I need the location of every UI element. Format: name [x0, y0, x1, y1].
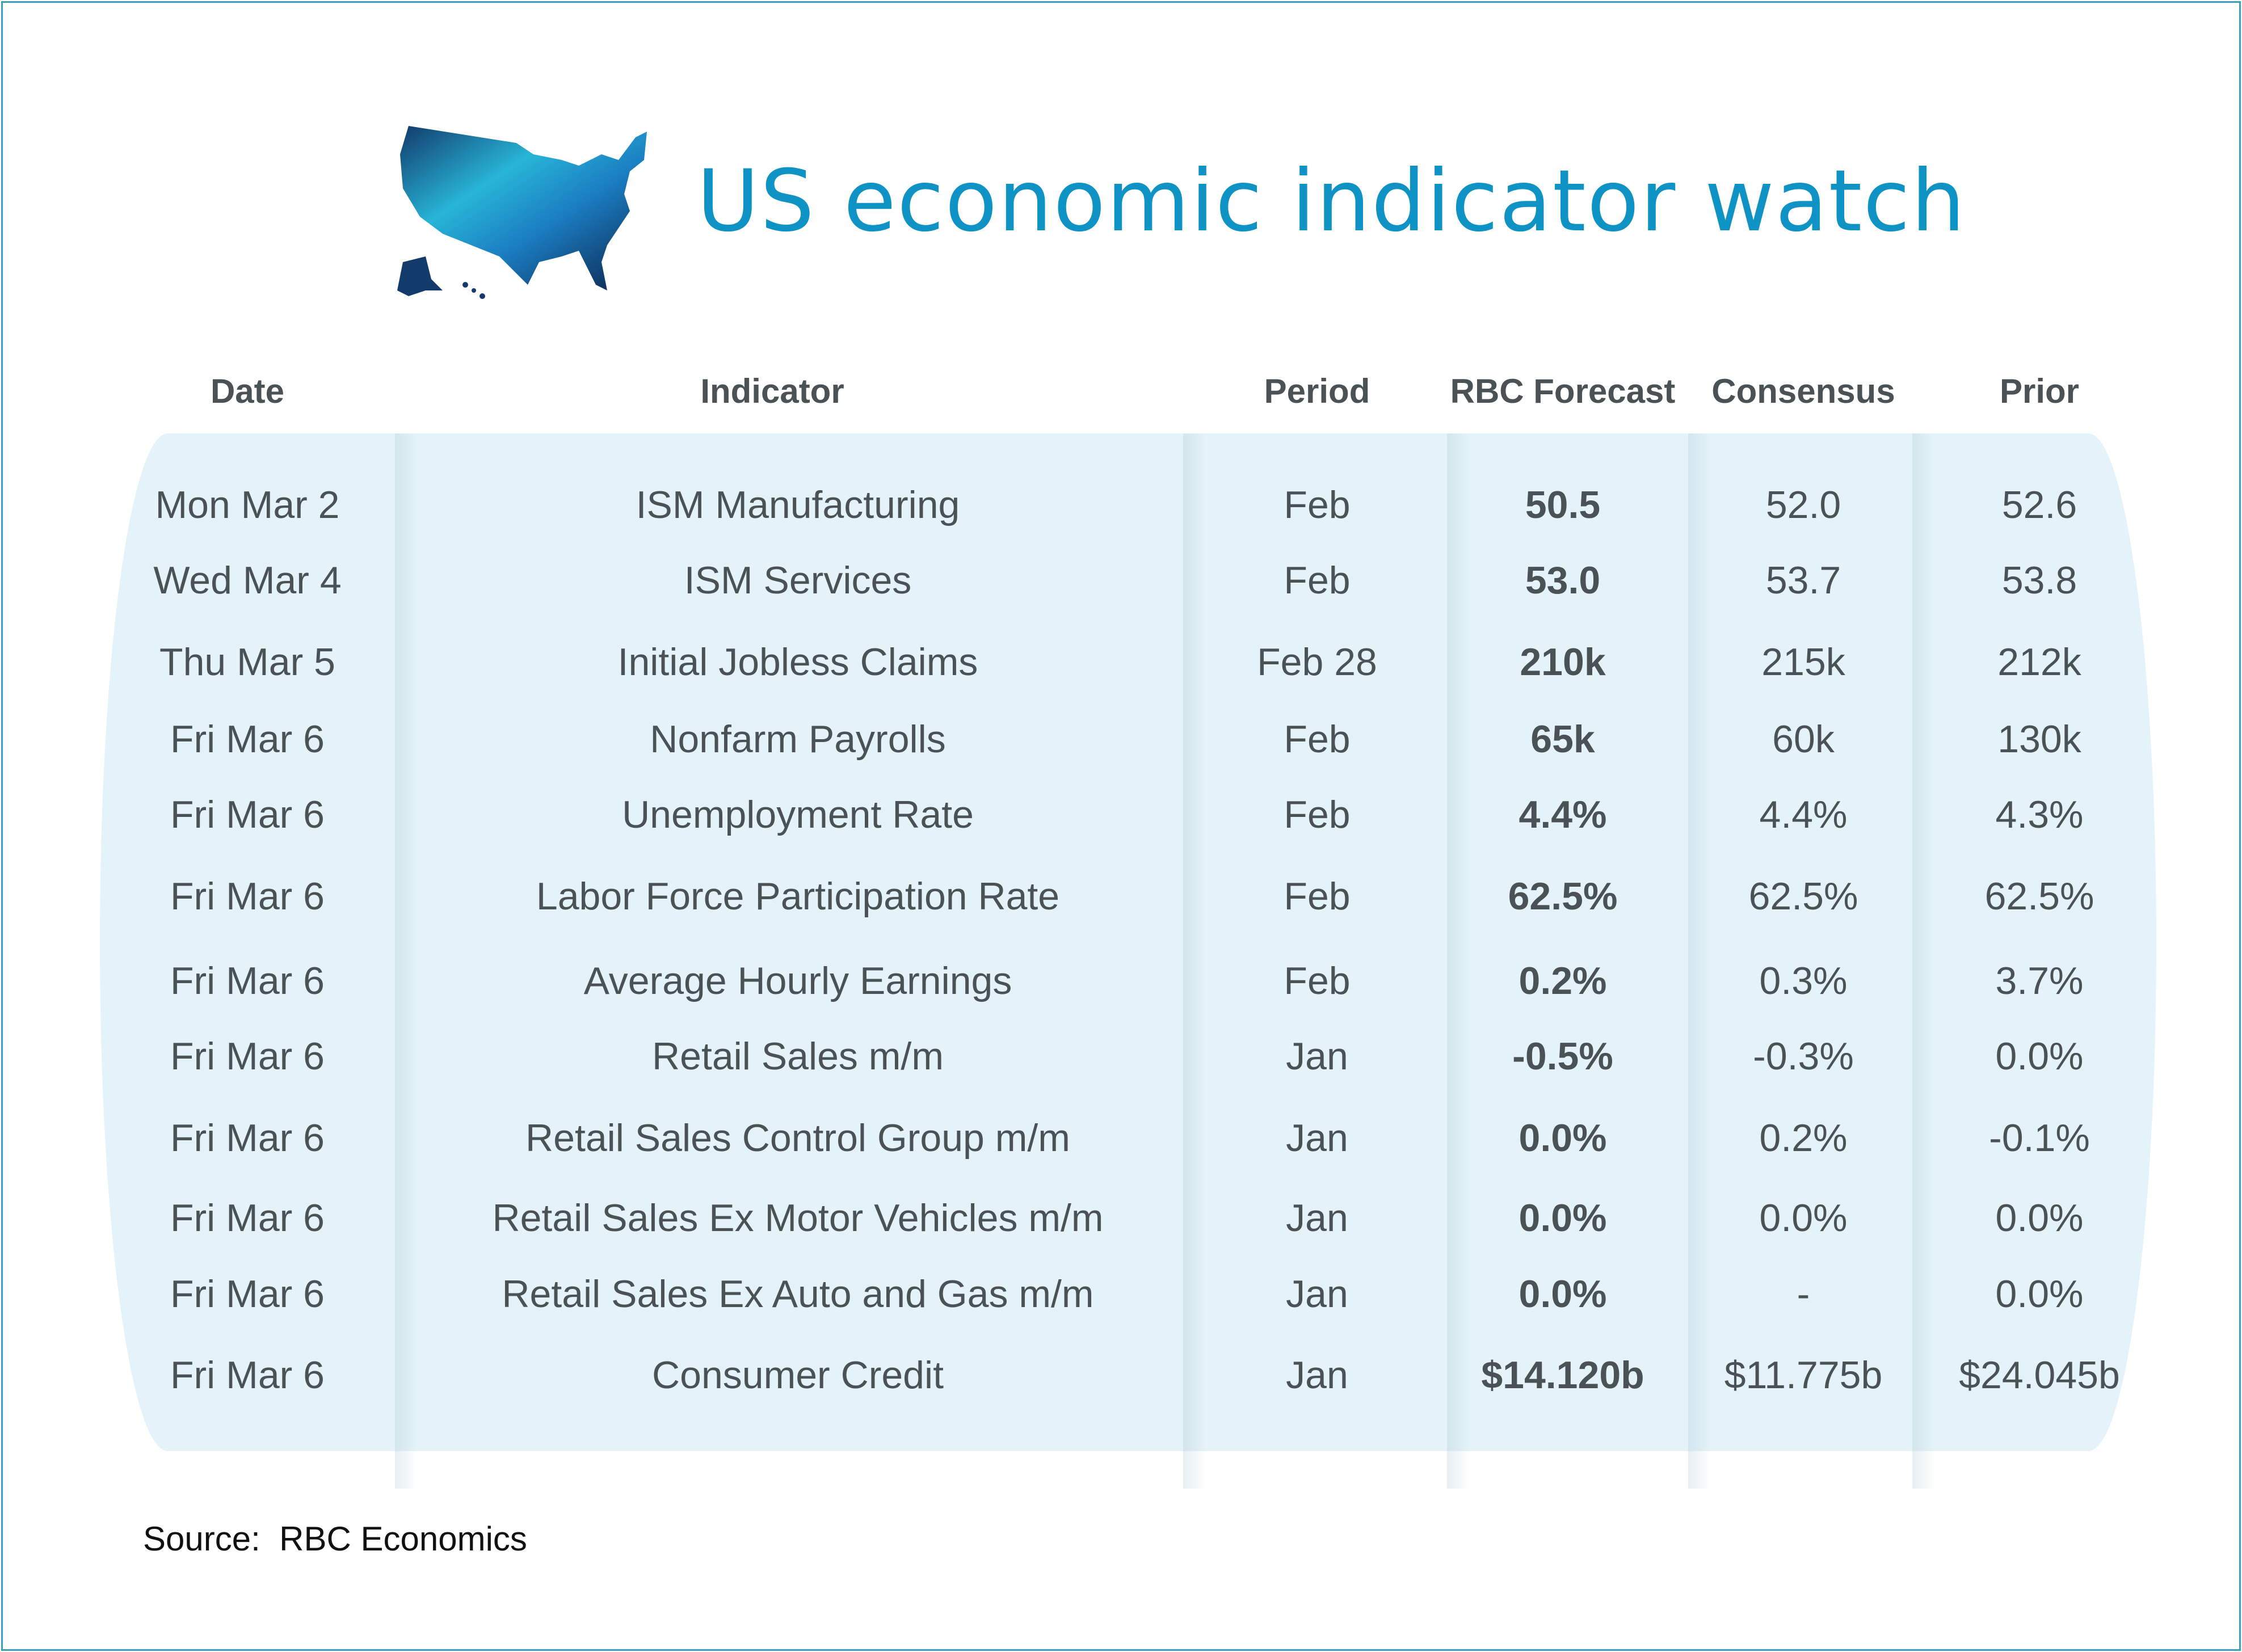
cell-indicator: ISM Manufacturing — [636, 483, 960, 526]
cell-indicator: Nonfarm Payrolls — [650, 718, 946, 761]
table-panel — [100, 433, 2156, 1451]
cell-date: Fri Mar 6 — [170, 718, 325, 761]
cell-indicator: Labor Force Participation Rate — [536, 875, 1060, 918]
cell-consensus: 215k — [1761, 640, 1845, 684]
cell-period: Feb — [1284, 718, 1351, 761]
cell-prior: -0.1% — [1989, 1116, 2090, 1160]
cell-period: Feb 28 — [1257, 640, 1377, 684]
cell-indicator: Retail Sales Control Group m/m — [525, 1116, 1070, 1160]
cell-date: Fri Mar 6 — [170, 1354, 325, 1397]
column-divider — [1447, 433, 1470, 1489]
cell-rbc: 210k — [1520, 640, 1606, 684]
cell-rbc: 0.0% — [1518, 1272, 1607, 1316]
cell-date: Fri Mar 6 — [170, 875, 325, 918]
header-date: Date — [210, 372, 285, 410]
cell-rbc: 62.5% — [1508, 875, 1618, 918]
cell-period: Jan — [1286, 1035, 1348, 1078]
column-divider — [1688, 433, 1711, 1489]
cell-consensus: 0.3% — [1759, 959, 1848, 1002]
cell-prior: 0.0% — [1995, 1035, 2084, 1078]
cell-prior: 4.3% — [1995, 793, 2084, 836]
cell-period: Feb — [1284, 959, 1351, 1002]
cell-consensus: 52.0 — [1765, 483, 1841, 526]
header-consensus: Consensus — [1711, 372, 1895, 410]
cell-period: Jan — [1286, 1116, 1348, 1160]
cell-rbc: $14.120b — [1481, 1354, 1644, 1397]
cell-indicator: Retail Sales Ex Auto and Gas m/m — [502, 1272, 1094, 1316]
cell-prior: 52.6 — [2001, 483, 2077, 526]
cell-rbc: 4.4% — [1518, 793, 1607, 836]
cell-date: Wed Mar 4 — [153, 559, 342, 602]
header-rbc-forecast: RBC Forecast — [1450, 372, 1676, 410]
cell-prior: 212k — [1997, 640, 2081, 684]
cell-rbc: 0.0% — [1518, 1196, 1607, 1240]
cell-indicator: Initial Jobless Claims — [617, 640, 978, 684]
cell-period: Feb — [1284, 793, 1351, 836]
cell-indicator: Unemployment Rate — [622, 793, 974, 836]
cell-prior: 130k — [1997, 718, 2081, 761]
us-map-logo — [397, 126, 647, 299]
cell-date: Fri Mar 6 — [170, 1035, 325, 1078]
cell-date: Thu Mar 5 — [159, 640, 335, 684]
cell-period: Feb — [1284, 483, 1351, 526]
cell-date: Mon Mar 2 — [155, 483, 340, 526]
column-divider — [1183, 433, 1206, 1489]
column-divider — [395, 433, 418, 1489]
cell-indicator: Consumer Credit — [652, 1354, 944, 1397]
cell-rbc: 65k — [1530, 718, 1595, 761]
cell-prior: 62.5% — [1984, 875, 2094, 918]
cell-rbc: -0.5% — [1512, 1035, 1613, 1078]
source-note: Source: RBC Economics — [143, 1520, 527, 1558]
cell-period: Jan — [1286, 1354, 1348, 1397]
cell-indicator: Retail Sales Ex Motor Vehicles m/m — [492, 1196, 1104, 1240]
header-prior: Prior — [1999, 372, 2080, 410]
cell-consensus: 62.5% — [1748, 875, 1858, 918]
cell-rbc: 0.2% — [1518, 959, 1607, 1002]
cell-consensus: -0.3% — [1753, 1035, 1854, 1078]
cell-prior: 3.7% — [1995, 959, 2084, 1002]
cell-date: Fri Mar 6 — [170, 1116, 325, 1160]
cell-rbc: 53.0 — [1525, 559, 1601, 602]
cell-prior: 53.8 — [2001, 559, 2077, 602]
cell-indicator: Retail Sales m/m — [652, 1035, 944, 1078]
cell-period: Jan — [1286, 1196, 1348, 1240]
cell-consensus: $11.775b — [1724, 1354, 1883, 1397]
cell-period: Jan — [1286, 1272, 1348, 1316]
cell-date: Fri Mar 6 — [170, 1196, 325, 1240]
cell-consensus: - — [1797, 1272, 1810, 1316]
header-period: Period — [1264, 372, 1370, 410]
cell-consensus: 4.4% — [1759, 793, 1848, 836]
cell-consensus: 0.2% — [1759, 1116, 1848, 1160]
header-indicator: Indicator — [700, 372, 844, 410]
cell-period: Feb — [1284, 875, 1351, 918]
cell-indicator: Average Hourly Earnings — [583, 959, 1012, 1002]
cell-consensus: 0.0% — [1759, 1196, 1848, 1240]
cell-prior: $24.045b — [1959, 1354, 2120, 1397]
cell-prior: 0.0% — [1995, 1272, 2084, 1316]
cell-period: Feb — [1284, 559, 1351, 602]
cell-indicator: ISM Services — [684, 559, 912, 602]
cell-rbc: 50.5 — [1525, 483, 1601, 526]
cell-consensus: 60k — [1772, 718, 1835, 761]
cell-date: Fri Mar 6 — [170, 959, 325, 1002]
cell-rbc: 0.0% — [1518, 1116, 1607, 1160]
page-title: US economic indicator watch — [697, 152, 1966, 251]
cell-date: Fri Mar 6 — [170, 793, 325, 836]
cell-consensus: 53.7 — [1765, 559, 1841, 602]
cell-prior: 0.0% — [1995, 1196, 2084, 1240]
column-divider — [1912, 433, 1935, 1489]
cell-date: Fri Mar 6 — [170, 1272, 325, 1316]
